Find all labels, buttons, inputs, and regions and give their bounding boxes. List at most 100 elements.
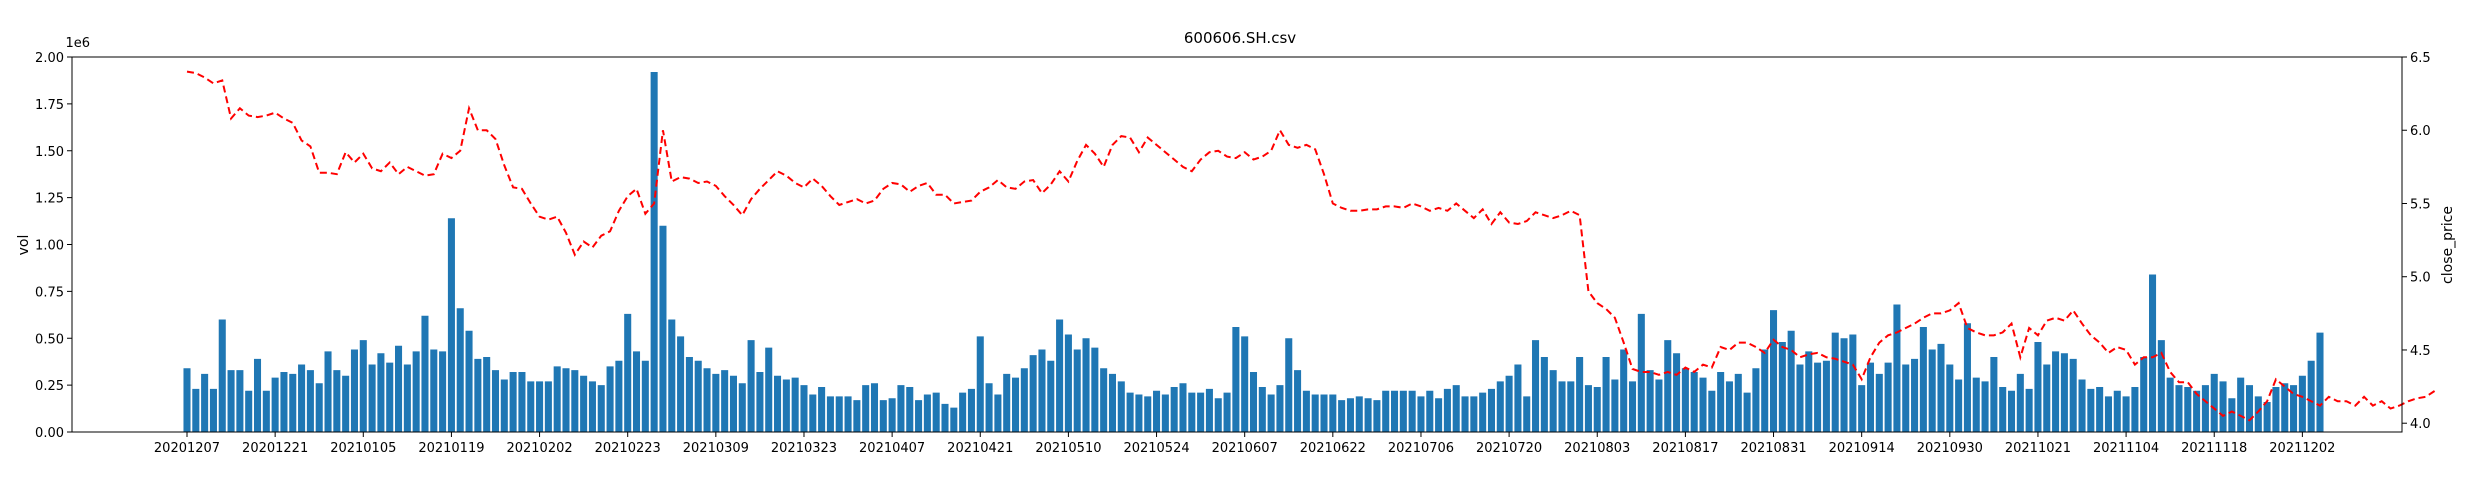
- bar: [923, 394, 931, 432]
- bar: [2272, 387, 2280, 432]
- bar: [932, 392, 940, 433]
- bar: [395, 345, 403, 432]
- bar: [1091, 347, 1099, 433]
- bar: [950, 407, 958, 433]
- bar: [1100, 368, 1108, 432]
- x-tick-label: 20210202: [506, 441, 572, 456]
- x-tick-label: 20210607: [1212, 441, 1278, 456]
- x-tick-label: 20210930: [1917, 441, 1983, 456]
- bar: [1329, 394, 1337, 432]
- bar: [1496, 381, 1504, 433]
- bar: [1205, 388, 1213, 433]
- y-axis-title: vol: [16, 235, 32, 256]
- bar: [1523, 396, 1531, 433]
- bar: [1532, 340, 1540, 433]
- bar: [738, 383, 746, 432]
- axes: 0.00 0.25 0.50 0.75 1.00 1.25 1.50 1.75 2.00 4.0 4…: [35, 51, 2431, 456]
- bar: [597, 385, 605, 433]
- bar: [632, 351, 641, 433]
- bar: [765, 347, 773, 433]
- bar: [800, 385, 808, 433]
- bar: [853, 400, 861, 433]
- x-tick-label: 20211118: [2181, 441, 2247, 456]
- bar: [2007, 390, 2016, 432]
- bar: [897, 385, 905, 433]
- y2-tick-label: 6.5: [2410, 51, 2431, 66]
- bar: [1805, 351, 1813, 433]
- bar: [1249, 372, 1258, 432]
- y2-tick-label: 6.0: [2410, 124, 2431, 139]
- bar: [685, 357, 693, 432]
- y-tick-label: 0.75: [35, 285, 64, 300]
- bar: [580, 375, 588, 432]
- bar: [2078, 379, 2086, 432]
- bar: [430, 349, 438, 432]
- bar: [245, 390, 253, 432]
- bar: [985, 383, 993, 432]
- y2-tick-label: 5.5: [2410, 197, 2431, 212]
- x-tick-label: 20210803: [1564, 441, 1630, 456]
- bar: [1461, 396, 1469, 433]
- bar: [818, 387, 826, 432]
- y-tick-label: 0.50: [35, 332, 64, 347]
- bar: [2157, 340, 2165, 433]
- bar: [2290, 385, 2298, 433]
- bar: [1408, 390, 1416, 432]
- bar: [1752, 368, 1760, 432]
- bar: [500, 379, 508, 432]
- bar: [1443, 388, 1451, 433]
- y2-tick-label: 5.0: [2410, 271, 2431, 286]
- x-tick-label: 20210831: [1740, 441, 1806, 456]
- x-tick-label: 20210720: [1476, 441, 1542, 456]
- bar: [1452, 385, 1460, 433]
- bar: [1144, 396, 1152, 433]
- bar: [1417, 396, 1425, 433]
- bar: [721, 370, 729, 433]
- bar: [474, 358, 482, 433]
- bar: [694, 360, 702, 432]
- bar: [527, 381, 535, 433]
- bar: [359, 340, 367, 433]
- bar: [2034, 342, 2042, 432]
- bar: [518, 372, 526, 432]
- bar: [368, 364, 376, 432]
- close-price-line: [186, 70, 2436, 422]
- bar: [315, 383, 323, 432]
- close-price-series: [186, 70, 2436, 422]
- bar: [1241, 336, 1249, 433]
- bar: [2104, 396, 2112, 433]
- bar: [774, 375, 782, 432]
- bar: [1787, 330, 1795, 432]
- bar: [659, 225, 667, 432]
- bar: [350, 349, 358, 432]
- bar: [2201, 385, 2209, 433]
- bar: [1505, 375, 1513, 432]
- bar: [1602, 357, 1610, 432]
- bar: [1470, 396, 1478, 433]
- bar: [668, 319, 676, 432]
- bar: [1479, 392, 1487, 433]
- y-axis-offset-label: 1e6: [65, 36, 90, 51]
- bar: [253, 358, 262, 433]
- bar: [1338, 400, 1346, 433]
- bar: [835, 396, 843, 433]
- bar: [209, 388, 217, 433]
- bar: [2052, 351, 2060, 433]
- bar: [2060, 353, 2068, 432]
- bar: [1734, 373, 1742, 433]
- bar: [1355, 396, 1363, 433]
- bar: [1029, 355, 1037, 433]
- bar: [641, 360, 649, 432]
- x-tick-label: 20210309: [683, 441, 749, 456]
- bar: [1153, 390, 1161, 432]
- bar: [2122, 396, 2130, 433]
- bar: [994, 394, 1002, 432]
- bar: [1135, 394, 1143, 432]
- bar: [298, 364, 306, 432]
- y2-axis-title: close_price: [2440, 206, 2456, 284]
- bar: [915, 400, 923, 433]
- bar: [1188, 392, 1196, 433]
- y2-tick-label: 4.0: [2410, 417, 2431, 432]
- bar: [1426, 390, 1434, 432]
- bar: [2025, 388, 2033, 433]
